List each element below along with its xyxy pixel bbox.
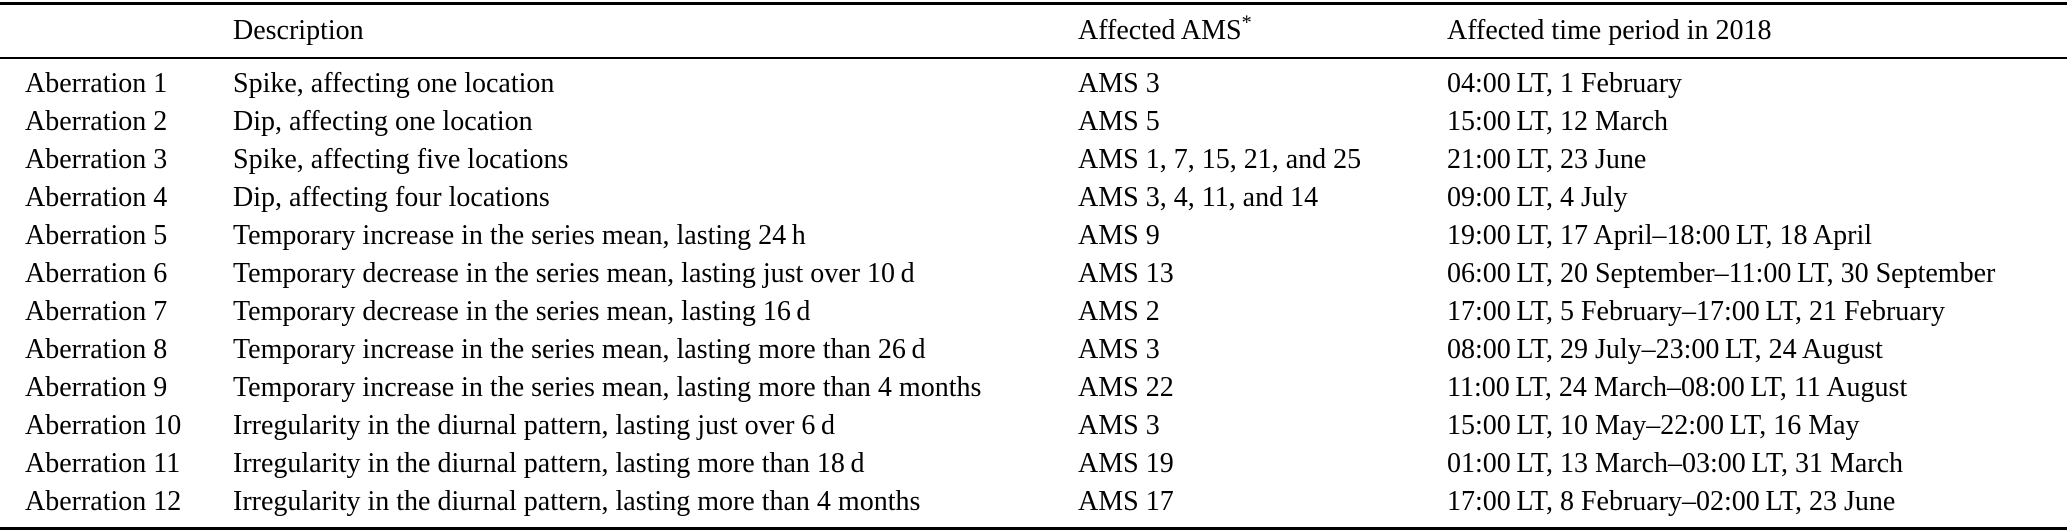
header-row: Description Affected AMS* Affected time … [0, 3, 2067, 59]
table-row: Aberration 4 Dip, affecting four locatio… [0, 179, 2067, 217]
row-label-cell: Aberration 2 [25, 106, 168, 137]
table-row: Aberration 2 Dip, affecting one location… [0, 103, 2067, 141]
period-cell: 17:00 LT, 8 February–02:00 LT, 23 June [1447, 486, 1896, 517]
period-cell: 01:00 LT, 13 March–03:00 LT, 31 March [1447, 448, 1904, 479]
period-cell: 04:00 LT, 1 February [1447, 68, 1683, 99]
ams-cell: AMS 17 [1078, 486, 1174, 517]
ams-cell: AMS 3 [1078, 334, 1160, 365]
row-label-cell: Aberration 1 [25, 68, 168, 99]
ams-cell: AMS 3, 4, 11, and 14 [1078, 182, 1319, 213]
period-cell: 11:00 LT, 24 March–08:00 LT, 11 August [1447, 372, 1908, 403]
period-cell: 17:00 LT, 5 February–17:00 LT, 21 Februa… [1447, 296, 1946, 327]
row-label-cell: Aberration 8 [25, 334, 168, 365]
description-cell: Irregularity in the diurnal pattern, las… [233, 410, 835, 441]
table-row: Aberration 3 Spike, affecting five locat… [0, 141, 2067, 179]
description-cell: Temporary decrease in the series mean, l… [233, 258, 915, 289]
description-cell: Temporary increase in the series mean, l… [233, 220, 806, 251]
period-cell: 09:00 LT, 4 July [1447, 182, 1628, 213]
ams-cell: AMS 19 [1078, 448, 1174, 479]
description-cell: Irregularity in the diurnal pattern, las… [233, 448, 865, 479]
table-row: Aberration 5 Temporary increase in the s… [0, 217, 2067, 255]
ams-cell: AMS 1, 7, 15, 21, and 25 [1078, 144, 1362, 175]
description-cell: Temporary increase in the series mean, l… [233, 334, 926, 365]
row-label-cell: Aberration 6 [25, 258, 168, 289]
row-label-cell: Aberration 9 [25, 372, 168, 403]
period-cell: 21:00 LT, 23 June [1447, 144, 1647, 175]
row-label-cell: Aberration 12 [25, 486, 182, 517]
table-row: Aberration 7 Temporary decrease in the s… [0, 293, 2067, 331]
ams-cell: AMS 13 [1078, 258, 1174, 289]
row-label-cell: Aberration 7 [25, 296, 168, 327]
header-empty [0, 3, 233, 59]
table-row: Aberration 1 Spike, affecting one locati… [0, 58, 2067, 103]
period-cell: 15:00 LT, 12 March [1447, 106, 1669, 137]
description-cell: Dip, affecting four locations [233, 182, 550, 213]
ams-cell: AMS 5 [1078, 106, 1160, 137]
period-cell: 08:00 LT, 29 July–23:00 LT, 24 August [1447, 334, 1883, 365]
ams-cell: AMS 22 [1078, 372, 1174, 403]
table-row: Aberration 12 Irregularity in the diurna… [0, 483, 2067, 529]
table-header: Description Affected AMS* Affected time … [0, 3, 2067, 59]
table-row: Aberration 9 Temporary increase in the s… [0, 369, 2067, 407]
description-cell: Irregularity in the diurnal pattern, las… [233, 486, 921, 517]
period-cell: 15:00 LT, 10 May–22:00 LT, 16 May [1447, 410, 1860, 441]
table-row: Aberration 10 Irregularity in the diurna… [0, 407, 2067, 445]
period-cell: 19:00 LT, 17 April–18:00 LT, 18 April [1447, 220, 1873, 251]
header-affected-ams: Affected AMS* [1078, 3, 1447, 59]
row-label-cell: Aberration 3 [25, 144, 168, 175]
row-label-cell: Aberration 5 [25, 220, 168, 251]
ams-cell: AMS 2 [1078, 296, 1160, 327]
description-cell: Spike, affecting one location [233, 68, 555, 99]
row-label-cell: Aberration 11 [25, 448, 181, 479]
table-body: Aberration 1 Spike, affecting one locati… [0, 58, 2067, 529]
header-time-period: Affected time period in 2018 [1447, 3, 2067, 59]
header-description: Description [233, 3, 1078, 59]
table-row: Aberration 8 Temporary increase in the s… [0, 331, 2067, 369]
ams-cell: AMS 3 [1078, 68, 1160, 99]
ams-footnote-marker: * [1241, 11, 1252, 34]
description-cell: Dip, affecting one location [233, 106, 533, 137]
period-cell: 06:00 LT, 20 September–11:00 LT, 30 Sept… [1447, 258, 1996, 289]
table-row: Aberration 11 Irregularity in the diurna… [0, 445, 2067, 483]
description-cell: Temporary increase in the series mean, l… [233, 372, 982, 403]
ams-cell: AMS 9 [1078, 220, 1160, 251]
row-label-cell: Aberration 10 [25, 410, 182, 441]
description-cell: Spike, affecting five locations [233, 144, 569, 175]
ams-cell: AMS 3 [1078, 410, 1160, 441]
header-affected-ams-text: Affected AMS [1078, 15, 1242, 46]
table-row: Aberration 6 Temporary decrease in the s… [0, 255, 2067, 293]
row-label-cell: Aberration 4 [25, 182, 168, 213]
description-cell: Temporary decrease in the series mean, l… [233, 296, 811, 327]
